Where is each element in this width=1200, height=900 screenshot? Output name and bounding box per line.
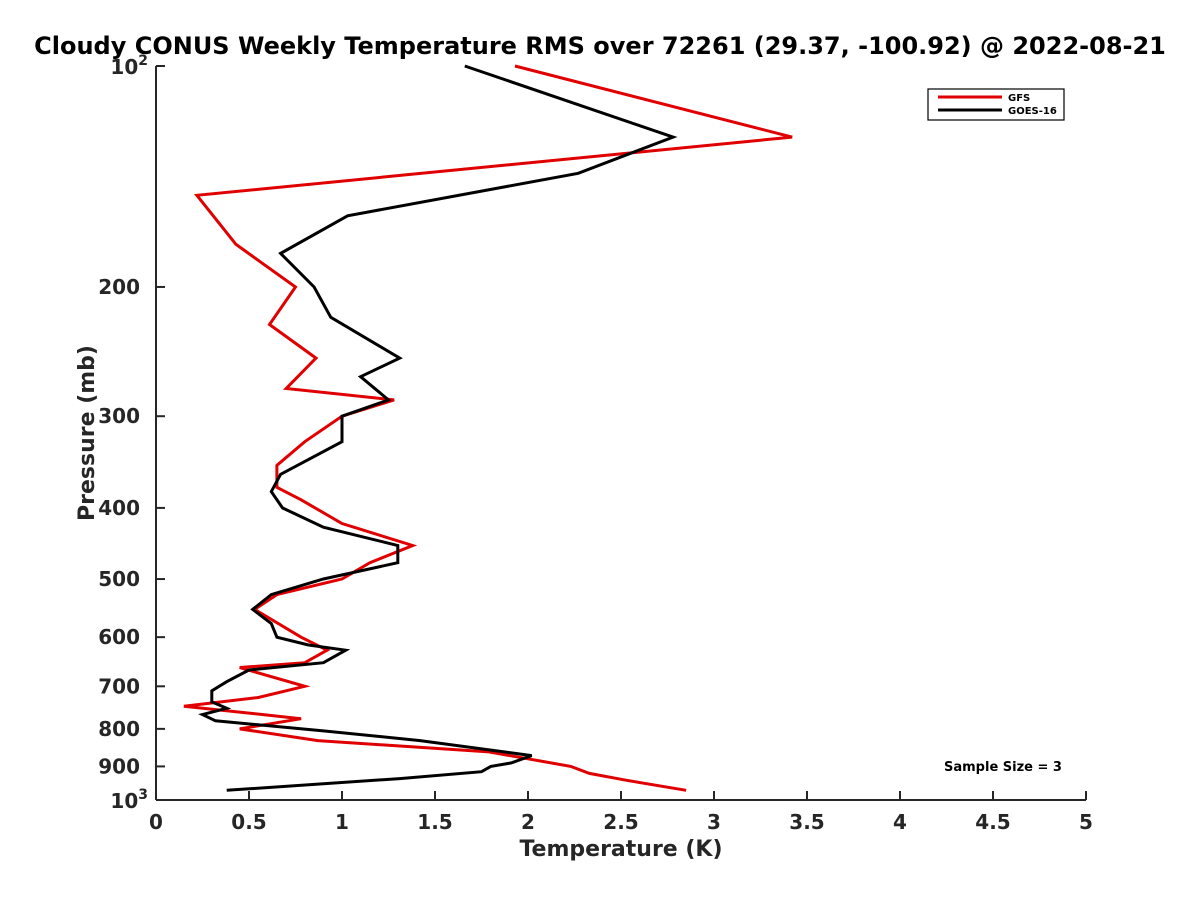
y-tick-label: 700 [98,674,140,698]
chart-title: Cloudy CONUS Weekly Temperature RMS over… [34,32,1166,60]
x-tick-label: 1.5 [417,810,452,834]
y-tick-exponent: 3 [138,787,148,803]
y-tick-label: 102 [110,53,148,79]
x-tick-label: 0 [149,810,163,834]
y-tick-label: 800 [98,717,140,741]
y-tick-label: 103 [110,787,148,813]
y-tick-base: 10 [110,789,138,813]
sample-size-annotation: Sample Size = 3 [944,760,1062,775]
y-tick-label: 300 [98,404,140,428]
x-tick-label: 3 [707,810,721,834]
x-tick-label: 0.5 [231,810,266,834]
x-tick-label: 2.5 [603,810,638,834]
x-tick-label: 4 [893,810,907,834]
x-tick-label: 5 [1079,810,1093,834]
legend-box [927,88,1065,121]
x-ticks: 0 0.5 1 1.5 2 2.5 3 3.5 4 4.5 5 [149,791,1093,834]
y-tick-label: 900 [98,754,140,778]
y-tick-exponent: 2 [138,53,148,69]
x-tick-label: 4.5 [975,810,1010,834]
x-axis-label: Temperature (K) [519,837,722,862]
y-tick-label: 600 [98,625,140,649]
y-tick-label: 200 [98,275,140,299]
series-line-goes-16 [198,64,678,792]
y-axis-label: Pressure (mb) [75,345,100,521]
legend-label: GFS [1008,93,1030,104]
y-tick-base: 10 [110,55,138,79]
x-tick-label: 3.5 [789,810,824,834]
legend-label: GOES-16 [1008,106,1057,117]
x-tick-label: 1 [335,810,349,834]
legend: GFS GOES-16 [927,88,1065,121]
series-line-gfs [183,64,793,792]
x-tick-label: 2 [521,810,535,834]
y-tick-label: 500 [98,567,140,591]
series-lines [183,64,793,792]
y-tick-label: 400 [98,496,140,520]
